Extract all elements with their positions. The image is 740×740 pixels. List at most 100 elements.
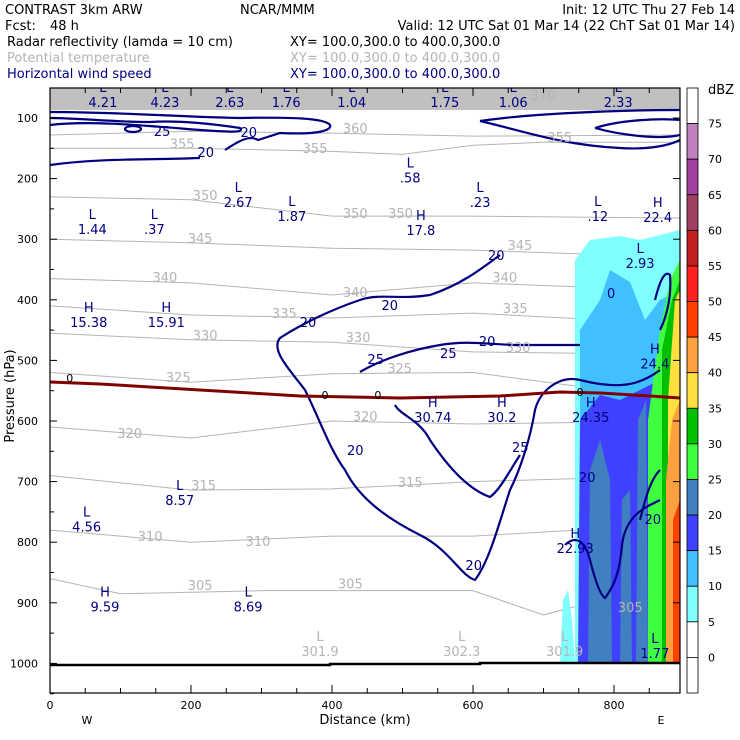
wind-label: 20 — [645, 513, 662, 528]
colorbar-swatch — [686, 301, 699, 338]
theta-label: 305 — [618, 601, 643, 616]
wind-extremum-letter: L — [226, 81, 234, 96]
theta-dense-band — [50, 88, 680, 110]
theta-label: 315 — [398, 476, 423, 491]
wind-label: 0 — [607, 287, 615, 302]
y-tick-label: 100 — [17, 112, 38, 125]
theta-label: 305 — [188, 579, 213, 594]
wind-extremum-value: 30.2 — [487, 411, 516, 426]
theta-label: 355 — [303, 142, 328, 157]
wind-extremum-value: .37 — [144, 223, 165, 238]
wind-extremum-value: .23 — [470, 196, 491, 211]
field-theta-name: Potential temperature — [7, 51, 150, 66]
theta-line-335 — [50, 305, 680, 325]
x-tick-label: 600 — [463, 699, 484, 712]
y-tick-label: 800 — [17, 536, 38, 549]
theta-label: 360 — [343, 122, 368, 137]
colorbar-label: 15 — [708, 545, 722, 558]
west-label: W — [82, 714, 93, 727]
colorbar-unit: dBZ — [708, 83, 734, 98]
theta-label: 335 — [503, 302, 528, 317]
theta-label: 310 — [246, 535, 271, 550]
wind-label: 20 — [465, 559, 482, 574]
east-label: E — [658, 714, 665, 727]
theta-line-320 — [50, 420, 680, 439]
colorbar-label: 65 — [708, 189, 722, 202]
colorbar-label: 10 — [708, 580, 722, 593]
wind-label: 20 — [347, 444, 364, 459]
colorbar-label: 30 — [708, 438, 722, 451]
y-tick-label: 900 — [17, 597, 38, 610]
x-tick-label: 0 — [47, 699, 54, 712]
colorbar-swatch — [686, 514, 699, 552]
refl-45-50 — [673, 500, 680, 664]
theta-label: 330 — [193, 329, 218, 344]
wind-extremum-letter: L — [83, 506, 91, 521]
colorbar-swatch — [686, 194, 699, 231]
colorbar-swatch — [686, 479, 699, 516]
theta-extremum-letter: L — [561, 630, 569, 645]
colorbar-swatch — [686, 621, 699, 658]
wind-extremum-letter: L — [235, 181, 243, 196]
wind-extremum-value: .12 — [587, 210, 608, 225]
wind-extremum-value: 9.59 — [91, 601, 120, 616]
colorbar-swatch — [686, 372, 699, 409]
theta-label: 340 — [492, 271, 517, 286]
wind-extremum-letter: H — [416, 209, 426, 224]
colorbar-swatch — [686, 585, 699, 623]
y-tick-label: 600 — [17, 415, 38, 428]
wind-label: 20 — [579, 471, 596, 486]
freezing-label: 0 — [577, 386, 584, 399]
theta-label: 350 — [388, 207, 413, 222]
x-axis-label: Distance (km) — [319, 713, 410, 728]
wind-extremum-letter: L — [89, 208, 97, 223]
theta-line-340 — [50, 278, 680, 296]
refl-20-25-a — [588, 440, 612, 664]
field-wind-xy: XY= 100.0,300.0 to 400.0,300.0 — [290, 67, 500, 82]
wind-extremum-letter: L — [510, 81, 518, 96]
y-tick-label: 200 — [17, 173, 38, 186]
colorbar-swatch — [686, 407, 699, 445]
wind-extremum-value: 15.38 — [70, 316, 107, 331]
field-theta-xy: XY= 100.0,300.0 to 400.0,300.0 — [290, 51, 500, 66]
theta-label: 335 — [272, 307, 297, 322]
wind-extremum-letter: L — [594, 195, 602, 210]
org-label: NCAR/MMM — [240, 3, 315, 18]
theta-label: 320 — [353, 410, 378, 425]
wind-extremum-value: 4.23 — [150, 96, 179, 111]
theta-label: 345 — [508, 239, 533, 254]
wind-label: 25 — [512, 441, 529, 456]
theta-label: 330 — [346, 331, 371, 346]
freezing-level-line — [50, 380, 680, 400]
theta-label: 330 — [506, 341, 531, 356]
wind-extremum-value: .58 — [400, 172, 421, 187]
wind-extremum-letter: L — [476, 181, 484, 196]
wind-extremum-letter: L — [244, 586, 252, 601]
x-tick-label: 800 — [604, 699, 625, 712]
wind-extremum-letter: H — [570, 527, 580, 542]
theta-extremum-value: 301.9 — [301, 645, 338, 660]
wind-extremum-value: 17.8 — [406, 224, 435, 239]
wind-label: 25 — [440, 347, 457, 362]
wind-extremum-value: 22.4 — [643, 211, 672, 226]
theta-line-355 — [50, 141, 680, 155]
theta-label: 305 — [338, 577, 363, 592]
colorbar-swatch — [686, 87, 699, 124]
colorbar-label: 55 — [708, 260, 722, 273]
wind-contours — [50, 108, 680, 600]
colorbar-swatch — [686, 657, 699, 694]
wind-extremum-letter: L — [636, 242, 644, 257]
theta-line-325 — [50, 372, 680, 401]
y-tick-label: 300 — [17, 233, 38, 246]
wind-extremum-value: 1.77 — [640, 647, 669, 662]
init-time: Init: 12 UTC Thu 27 Feb 14 — [562, 3, 735, 18]
wind-extremum-value: 8.69 — [234, 601, 263, 616]
wind-extremum-value: 4.21 — [88, 96, 117, 111]
theta-label: 325 — [387, 362, 412, 377]
field-reflectivity-xy: XY= 100.0,300.0 to 400.0,300.0 — [290, 35, 500, 50]
wind-contour-25-mid — [359, 341, 580, 499]
forecast-hours: 48 h — [50, 19, 79, 34]
wind-extremum-value: 1.75 — [430, 96, 459, 111]
wind-contour-20-echo — [564, 272, 672, 600]
